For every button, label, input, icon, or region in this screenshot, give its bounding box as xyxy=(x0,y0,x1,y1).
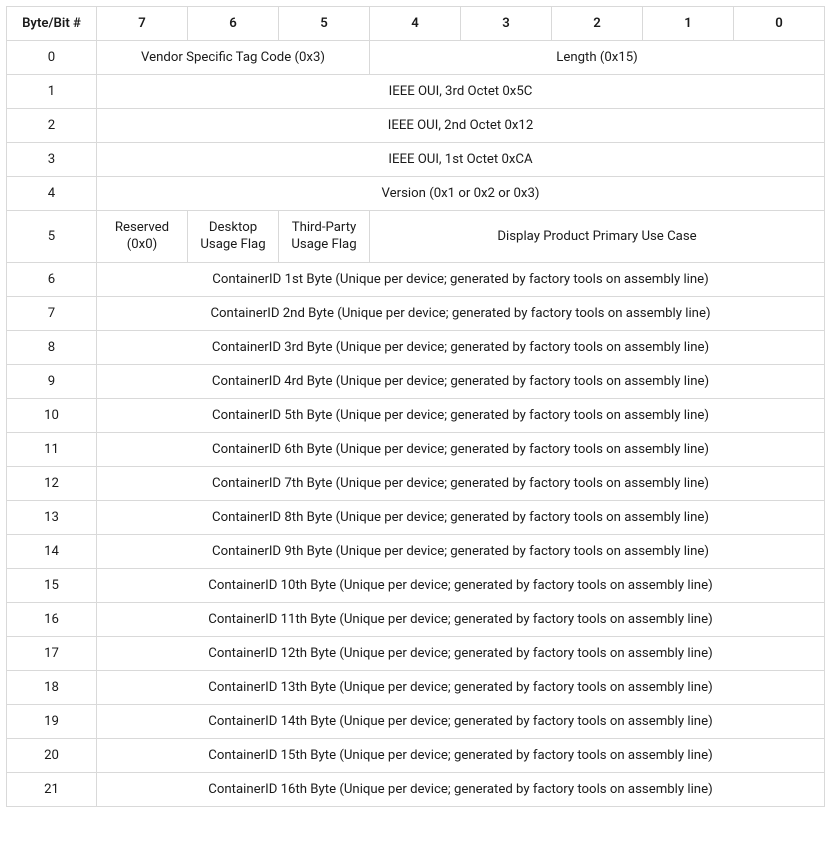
containerid-cell: ContainerID 13th Byte (Unique per device… xyxy=(97,671,825,705)
table-row: 18 ContainerID 13th Byte (Unique per dev… xyxy=(7,671,825,705)
table-row: 8 ContainerID 3rd Byte (Unique per devic… xyxy=(7,331,825,365)
containerid-cell: ContainerID 8th Byte (Unique per device;… xyxy=(97,501,825,535)
containerid-cell: ContainerID 2nd Byte (Unique per device;… xyxy=(97,297,825,331)
byte-index: 7 xyxy=(7,297,97,331)
byte-index: 14 xyxy=(7,535,97,569)
containerid-cell: ContainerID 16th Byte (Unique per device… xyxy=(97,773,825,807)
length-cell: Length (0x15) xyxy=(370,41,825,75)
containerid-cell: ContainerID 7th Byte (Unique per device;… xyxy=(97,467,825,501)
byte-index: 0 xyxy=(7,41,97,75)
version-cell: Version (0x1 or 0x2 or 0x3) xyxy=(97,177,825,211)
thirdparty-line1: Third-Party xyxy=(292,220,357,235)
reserved-cell: Reserved (0x0) xyxy=(97,211,188,263)
oui-2nd-cell: IEEE OUI, 2nd Octet 0x12 xyxy=(97,109,825,143)
third-party-usage-cell: Third-Party Usage Flag xyxy=(279,211,370,263)
col-bit-4: 4 xyxy=(370,7,461,41)
byte-index: 3 xyxy=(7,143,97,177)
desktop-usage-cell: Desktop Usage Flag xyxy=(188,211,279,263)
table-row: 13 ContainerID 8th Byte (Unique per devi… xyxy=(7,501,825,535)
oui-1st-cell: IEEE OUI, 1st Octet 0xCA xyxy=(97,143,825,177)
byte-index: 17 xyxy=(7,637,97,671)
table-row: 20 ContainerID 15th Byte (Unique per dev… xyxy=(7,739,825,773)
containerid-cell: ContainerID 15th Byte (Unique per device… xyxy=(97,739,825,773)
containerid-cell: ContainerID 6th Byte (Unique per device;… xyxy=(97,433,825,467)
byte-index: 11 xyxy=(7,433,97,467)
containerid-cell: ContainerID 14th Byte (Unique per device… xyxy=(97,705,825,739)
containerid-cell: ContainerID 11th Byte (Unique per device… xyxy=(97,603,825,637)
byte-index: 8 xyxy=(7,331,97,365)
table-row: 19 ContainerID 14th Byte (Unique per dev… xyxy=(7,705,825,739)
table-row: 9 ContainerID 4rd Byte (Unique per devic… xyxy=(7,365,825,399)
byte-index: 15 xyxy=(7,569,97,603)
byte-index: 1 xyxy=(7,75,97,109)
table-row: 3 IEEE OUI, 1st Octet 0xCA xyxy=(7,143,825,177)
containerid-cell: ContainerID 9th Byte (Unique per device;… xyxy=(97,535,825,569)
desktop-line2: Usage Flag xyxy=(200,237,265,252)
reserved-line1: Reserved xyxy=(115,220,169,235)
table-row: 0 Vendor Specific Tag Code (0x3) Length … xyxy=(7,41,825,75)
table-row: 11 ContainerID 6th Byte (Unique per devi… xyxy=(7,433,825,467)
oui-3rd-cell: IEEE OUI, 3rd Octet 0x5C xyxy=(97,75,825,109)
byte-index: 13 xyxy=(7,501,97,535)
table-row: 5 Reserved (0x0) Desktop Usage Flag Thir… xyxy=(7,211,825,263)
byte-index: 19 xyxy=(7,705,97,739)
reserved-line2: (0x0) xyxy=(127,237,157,252)
table-row: 16 ContainerID 11th Byte (Unique per dev… xyxy=(7,603,825,637)
table-header: Byte/Bit # 7 6 5 4 3 2 1 0 xyxy=(7,7,825,41)
desktop-line1: Desktop xyxy=(209,220,257,235)
col-bit-7: 7 xyxy=(97,7,188,41)
containerid-cell: ContainerID 10th Byte (Unique per device… xyxy=(97,569,825,603)
primary-use-cell: Display Product Primary Use Case xyxy=(370,211,825,263)
byte-index: 10 xyxy=(7,399,97,433)
byte-index: 5 xyxy=(7,211,97,263)
containerid-cell: ContainerID 5th Byte (Unique per device;… xyxy=(97,399,825,433)
byte-index: 21 xyxy=(7,773,97,807)
byte-index: 18 xyxy=(7,671,97,705)
byte-index: 6 xyxy=(7,263,97,297)
containerid-cell: ContainerID 3rd Byte (Unique per device;… xyxy=(97,331,825,365)
table-row: 2 IEEE OUI, 2nd Octet 0x12 xyxy=(7,109,825,143)
thirdparty-line2: Usage Flag xyxy=(291,237,356,252)
table-row: 1 IEEE OUI, 3rd Octet 0x5C xyxy=(7,75,825,109)
table-row: 21 ContainerID 16th Byte (Unique per dev… xyxy=(7,773,825,807)
table-row: 4 Version (0x1 or 0x2 or 0x3) xyxy=(7,177,825,211)
col-bit-1: 1 xyxy=(643,7,734,41)
header-row: Byte/Bit # 7 6 5 4 3 2 1 0 xyxy=(7,7,825,41)
table-row: 17 ContainerID 12th Byte (Unique per dev… xyxy=(7,637,825,671)
byte-index: 12 xyxy=(7,467,97,501)
col-bit-6: 6 xyxy=(188,7,279,41)
table-body: 0 Vendor Specific Tag Code (0x3) Length … xyxy=(7,41,825,807)
table-row: 15 ContainerID 10th Byte (Unique per dev… xyxy=(7,569,825,603)
table-row: 7 ContainerID 2nd Byte (Unique per devic… xyxy=(7,297,825,331)
containerid-cell: ContainerID 1st Byte (Unique per device;… xyxy=(97,263,825,297)
byte-index: 20 xyxy=(7,739,97,773)
byte-index: 9 xyxy=(7,365,97,399)
byte-index: 4 xyxy=(7,177,97,211)
byte-index: 2 xyxy=(7,109,97,143)
col-bit-0: 0 xyxy=(734,7,825,41)
containerid-cell: ContainerID 4rd Byte (Unique per device;… xyxy=(97,365,825,399)
table-row: 10 ContainerID 5th Byte (Unique per devi… xyxy=(7,399,825,433)
bitfield-table: Byte/Bit # 7 6 5 4 3 2 1 0 0 Vendor Spec… xyxy=(6,6,825,807)
col-bit-2: 2 xyxy=(552,7,643,41)
table-row: 6 ContainerID 1st Byte (Unique per devic… xyxy=(7,263,825,297)
col-bit-5: 5 xyxy=(279,7,370,41)
col-byte-bit: Byte/Bit # xyxy=(7,7,97,41)
byte-index: 16 xyxy=(7,603,97,637)
vendor-tag-cell: Vendor Specific Tag Code (0x3) xyxy=(97,41,370,75)
col-bit-3: 3 xyxy=(461,7,552,41)
table-row: 14 ContainerID 9th Byte (Unique per devi… xyxy=(7,535,825,569)
containerid-cell: ContainerID 12th Byte (Unique per device… xyxy=(97,637,825,671)
table-row: 12 ContainerID 7th Byte (Unique per devi… xyxy=(7,467,825,501)
